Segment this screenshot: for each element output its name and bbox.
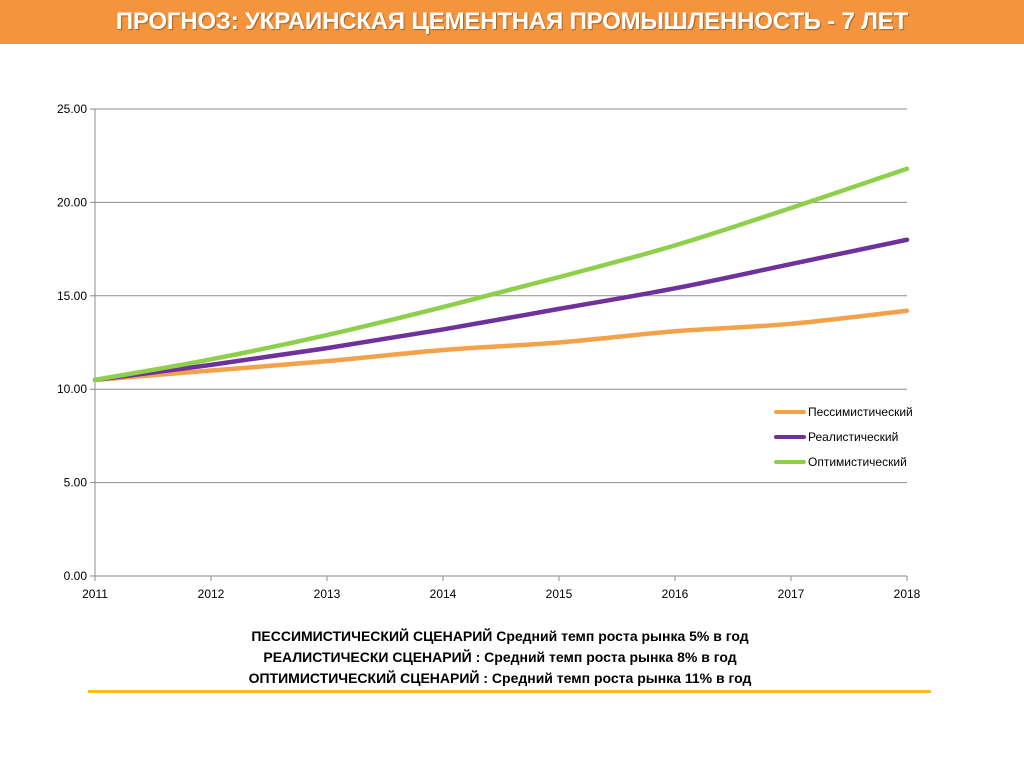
grid-layer (95, 108, 907, 577)
series-layer (92, 166, 910, 383)
x-tick-label: 2011 (82, 587, 108, 601)
series-realistic (92, 237, 910, 383)
x-tick-label: 2013 (314, 587, 341, 601)
note-pessimistic: ПЕССИМИСТИЧЕСКИЙ СЦЕНАРИЙ Средний темп р… (251, 628, 749, 644)
y-tick-label: 25.00 (57, 102, 87, 116)
legend-pessimistic: Пессимистический (774, 405, 913, 419)
legend: Пессимистический Реалистический Оптимистич… (774, 405, 913, 469)
legend-label: Пессимистический (808, 405, 913, 419)
axis-layer: 0.00 5.00 10.00 15.00 20.00 25.00 2011 2012 2013… (57, 102, 921, 601)
page-title: ПРОГНОЗ: УКРАИНСКАЯ ЦЕМЕНТНАЯ ПРОМЫШЛЕНН… (115, 8, 909, 35)
x-tick-label: 2016 (662, 587, 689, 601)
title-banner: ПРОГНОЗ: УКРАИНСКАЯ ЦЕМЕНТНАЯ ПРОМЫШЛЕНН… (0, 0, 1024, 44)
x-tick-label: 2018 (894, 587, 921, 601)
legend-label: Реалистический (808, 430, 898, 444)
y-tick-label: 5.00 (64, 476, 88, 490)
scenario-notes: ПЕССИМИСТИЧЕСКИЙ СЦЕНАРИЙ Средний темп р… (90, 626, 910, 689)
series-optimistic (92, 166, 910, 383)
x-tick-label: 2017 (778, 587, 805, 601)
legend-label: Оптимистический (808, 455, 907, 469)
y-tick-label: 0.00 (64, 569, 88, 583)
y-tick-label: 15.00 (57, 289, 87, 303)
y-tick-label: 10.00 (57, 382, 87, 396)
legend-optimistic: Оптимистический (774, 455, 907, 469)
y-tick-label: 20.00 (57, 195, 87, 209)
x-tick-label: 2012 (198, 587, 225, 601)
note-realistic: РЕАЛИСТИЧЕСКИ СЦЕНАРИЙ : Средний темп ро… (263, 649, 737, 665)
line-chart: 0.00 5.00 10.00 15.00 20.00 25.00 2011 2012 2013… (57, 102, 921, 601)
legend-realistic: Реалистический (774, 430, 898, 444)
divider-line (88, 690, 931, 693)
x-tick-label: 2014 (430, 587, 457, 601)
series-pessimistic (92, 308, 910, 383)
x-tick-label: 2015 (546, 587, 573, 601)
note-optimistic: ОПТИМИСТИЧЕСКИЙ СЦЕНАРИЙ : Средний темп … (248, 670, 752, 686)
